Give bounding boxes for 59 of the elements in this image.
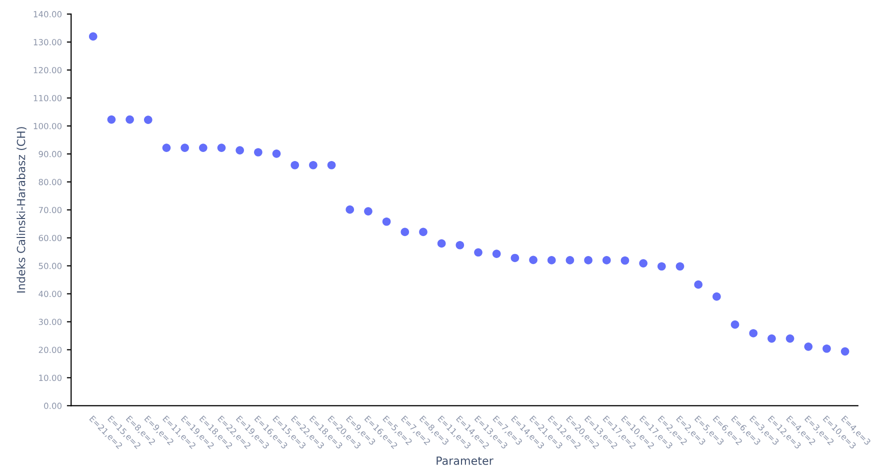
- point: [712, 292, 721, 301]
- point: [510, 254, 520, 262]
- y-tick-label: 30.00: [38, 318, 62, 326]
- point: [180, 144, 189, 152]
- point: [327, 160, 336, 170]
- y-tick-label: 120.00: [34, 66, 62, 74]
- point: [529, 256, 538, 264]
- point: [364, 207, 372, 216]
- point: [126, 115, 134, 124]
- point: [639, 259, 648, 268]
- point: [236, 146, 244, 154]
- y-tick-label: 100.00: [34, 122, 62, 130]
- point: [437, 239, 446, 248]
- y-tick-label: 90.00: [38, 150, 62, 158]
- point: [676, 262, 684, 271]
- point: [400, 228, 410, 236]
- point: [474, 248, 482, 257]
- y-tick-label: 50.00: [38, 262, 62, 270]
- y-tick-label: 0.00: [44, 402, 62, 409]
- point: [584, 256, 592, 264]
- point: [272, 149, 281, 158]
- x-axis-title: Parameter: [436, 456, 494, 465]
- point: [198, 144, 208, 152]
- point: [162, 144, 171, 152]
- y-tick-label: 10.00: [39, 374, 62, 381]
- point: [144, 116, 152, 124]
- point: [346, 205, 354, 214]
- y-tick-label: 110.00: [34, 94, 62, 102]
- point: [290, 160, 300, 170]
- point: [749, 329, 758, 338]
- point: [657, 262, 666, 271]
- point: [822, 344, 831, 353]
- point: [382, 217, 391, 226]
- point: [840, 347, 850, 356]
- y-tick-label: 60.00: [38, 234, 62, 242]
- point: [419, 228, 428, 236]
- point: [620, 256, 630, 265]
- point: [254, 148, 262, 156]
- point: [804, 342, 813, 351]
- point: [547, 256, 556, 264]
- point: [309, 160, 318, 170]
- point: [566, 256, 574, 264]
- point: [492, 250, 501, 258]
- point: [107, 115, 116, 124]
- y-tick-label: 80.00: [38, 178, 62, 186]
- y-tick-label: 70.00: [38, 206, 62, 214]
- y-tick-label: 130.00: [34, 39, 62, 46]
- point: [730, 320, 740, 329]
- point: [786, 334, 794, 343]
- point: [694, 280, 702, 289]
- y-tick-label: 140.00: [34, 11, 62, 18]
- y-tick-label: 20.00: [38, 346, 62, 354]
- y-axis-title: Indeks Calinski-Harabasz (CH): [16, 127, 27, 292]
- point: [217, 144, 226, 152]
- point: [456, 240, 464, 250]
- y-tick-label: 40.00: [38, 290, 62, 298]
- point: [602, 256, 611, 264]
- point: [768, 334, 776, 343]
- point: [88, 32, 98, 41]
